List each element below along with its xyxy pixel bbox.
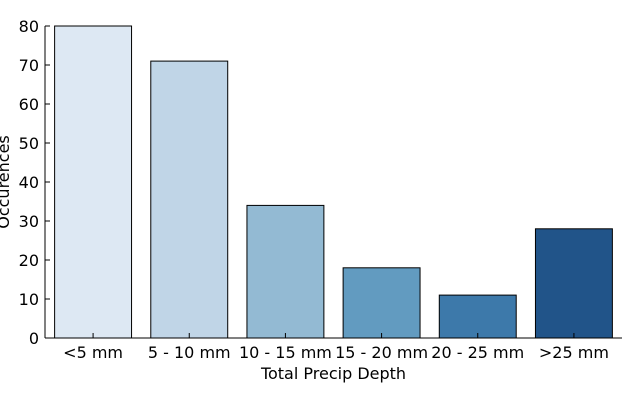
- bar: [246, 204, 325, 339]
- bars-group: [54, 25, 613, 339]
- x-axis-ticks: <5 mm 5 - 10 mm 10 - 15 mm 15 - 20 mm 20 - 2…: [63, 333, 609, 362]
- y-axis-ticks: 0 10 20 30 40 50 60 70 80: [19, 17, 50, 348]
- x-tick-label: 5 - 10 mm: [148, 343, 231, 362]
- x-tick-label: 20 - 25 mm: [431, 343, 524, 362]
- bar: [534, 228, 613, 339]
- x-tick-label: >25 mm: [539, 343, 609, 362]
- x-axis-title: Total Precip Depth: [260, 364, 406, 383]
- y-tick-label: 10: [19, 290, 39, 309]
- bar: [54, 25, 133, 339]
- bar: [150, 60, 229, 339]
- x-tick-label: <5 mm: [63, 343, 123, 362]
- y-tick-label: 50: [19, 134, 39, 153]
- bar: [342, 267, 421, 339]
- x-tick-label: 10 - 15 mm: [239, 343, 332, 362]
- y-tick-label: 20: [19, 251, 39, 270]
- bar: [438, 294, 517, 339]
- y-tick-label: 0: [29, 329, 39, 348]
- x-tick-label: 15 - 20 mm: [335, 343, 428, 362]
- y-tick-label: 70: [19, 56, 39, 75]
- y-axis-title: Occurences: [0, 135, 13, 229]
- y-tick-label: 80: [19, 17, 39, 36]
- y-tick-label: 40: [19, 173, 39, 192]
- y-tick-label: 30: [19, 212, 39, 231]
- y-tick-label: 60: [19, 95, 39, 114]
